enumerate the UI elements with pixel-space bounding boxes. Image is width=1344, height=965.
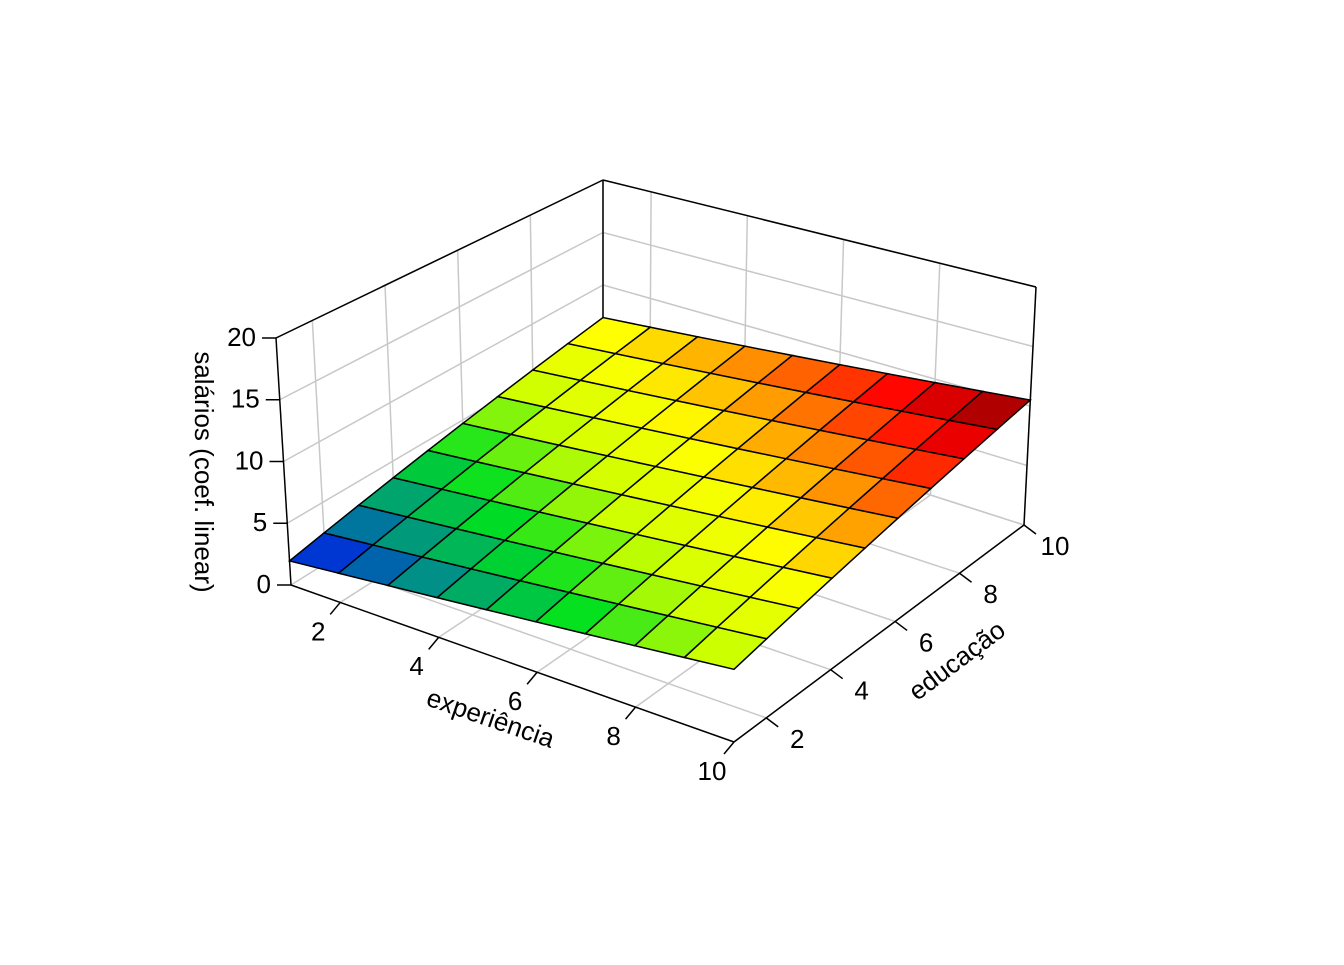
- surface-facet: [682, 626, 769, 671]
- x-tick-label: 6: [508, 686, 522, 716]
- x-axis-title: experiência: [423, 682, 559, 754]
- grid-line: [283, 284, 604, 463]
- tick-mark: [624, 706, 637, 720]
- box-edge: [1023, 286, 1037, 526]
- z-tick-label: 15: [231, 384, 260, 414]
- tick-mark: [894, 620, 908, 632]
- tick-mark: [428, 636, 440, 650]
- y-tick-label: 8: [983, 579, 997, 609]
- box-edge: [602, 179, 1037, 288]
- box-edge: [290, 584, 735, 743]
- x-tick-label: 10: [698, 756, 727, 786]
- y-tick-label: 10: [1041, 531, 1070, 561]
- tick-mark: [1023, 524, 1037, 535]
- tick-mark: [526, 671, 538, 685]
- x-tick-label: 2: [311, 616, 325, 646]
- z-axis-title: salários (coef. linear): [189, 351, 219, 592]
- box-edge: [275, 179, 604, 339]
- tick-mark: [830, 669, 844, 680]
- z-tick-label: 0: [257, 569, 271, 599]
- z-tick-label: 10: [235, 445, 264, 475]
- z-tick-label: 5: [253, 507, 267, 537]
- box-edge: [733, 524, 1025, 743]
- grid-line: [602, 284, 1031, 407]
- z-tick-label: 20: [227, 322, 256, 352]
- tick-mark: [723, 741, 735, 755]
- x-tick-label: 8: [606, 721, 620, 751]
- tick-mark: [959, 572, 973, 583]
- tick-mark: [765, 717, 779, 728]
- tick-mark: [329, 601, 341, 615]
- y-tick-label: 4: [854, 676, 868, 706]
- y-tick-label: 2: [790, 724, 804, 754]
- grid-line: [602, 231, 1034, 348]
- x-tick-label: 4: [409, 651, 423, 681]
- grid-line: [279, 231, 604, 401]
- grid-line: [325, 562, 767, 719]
- y-tick-label: 6: [919, 627, 933, 657]
